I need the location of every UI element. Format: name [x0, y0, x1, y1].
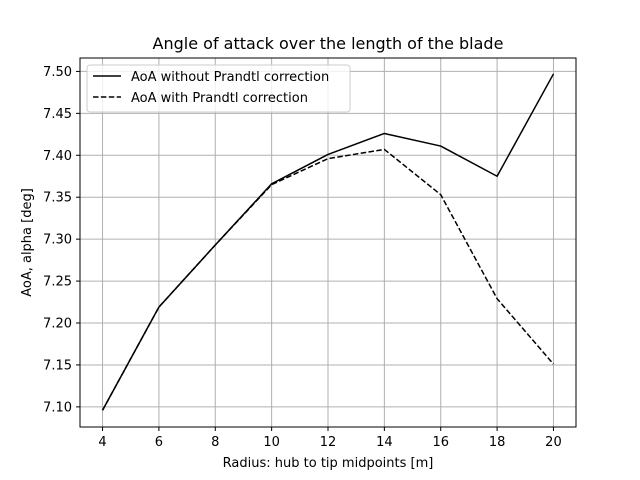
legend-label-without-correction: AoA without Prandtl correction — [131, 70, 329, 85]
series-line-with-correction — [101, 148, 555, 411]
chart-title: Angle of attack over the length of the b… — [153, 34, 504, 53]
y-axis-label: AoA, alpha [deg] — [20, 188, 35, 297]
x-tick-label: 14 — [376, 435, 393, 450]
series-lines — [101, 73, 555, 411]
x-tick-label: 8 — [211, 435, 219, 450]
y-tick-label: 7.35 — [43, 191, 72, 206]
y-tick-label: 7.40 — [43, 149, 72, 164]
x-tick-label: 10 — [263, 435, 280, 450]
x-tick-label: 12 — [320, 435, 337, 450]
y-tick-label: 7.30 — [43, 233, 72, 248]
y-tick-label: 7.10 — [43, 400, 72, 415]
x-tick-label: 4 — [98, 435, 106, 450]
y-tick-label: 7.50 — [43, 65, 72, 80]
x-axis-label: Radius: hub to tip midpoints [m] — [223, 456, 434, 471]
axis-ticks: 4 6 8 10 12 14 16 18 20 7.10 7.15 7.20 7.25 7.30 7.35 7… — [43, 65, 562, 450]
x-tick-label: 20 — [545, 435, 562, 450]
legend-box — [86, 64, 351, 113]
x-tick-label: 18 — [489, 435, 506, 450]
y-tick-label: 7.20 — [43, 317, 72, 332]
x-tick-label: 16 — [432, 435, 449, 450]
legend: AoA without Prandtl correction AoA with … — [86, 64, 351, 113]
y-tick-label: 7.45 — [43, 107, 72, 122]
y-tick-label: 7.15 — [43, 358, 72, 373]
legend-label-with-correction: AoA with Prandtl correction — [131, 91, 308, 106]
y-tick-label: 7.25 — [43, 275, 72, 290]
grid — [80, 58, 576, 427]
x-tick-label: 6 — [155, 435, 163, 450]
